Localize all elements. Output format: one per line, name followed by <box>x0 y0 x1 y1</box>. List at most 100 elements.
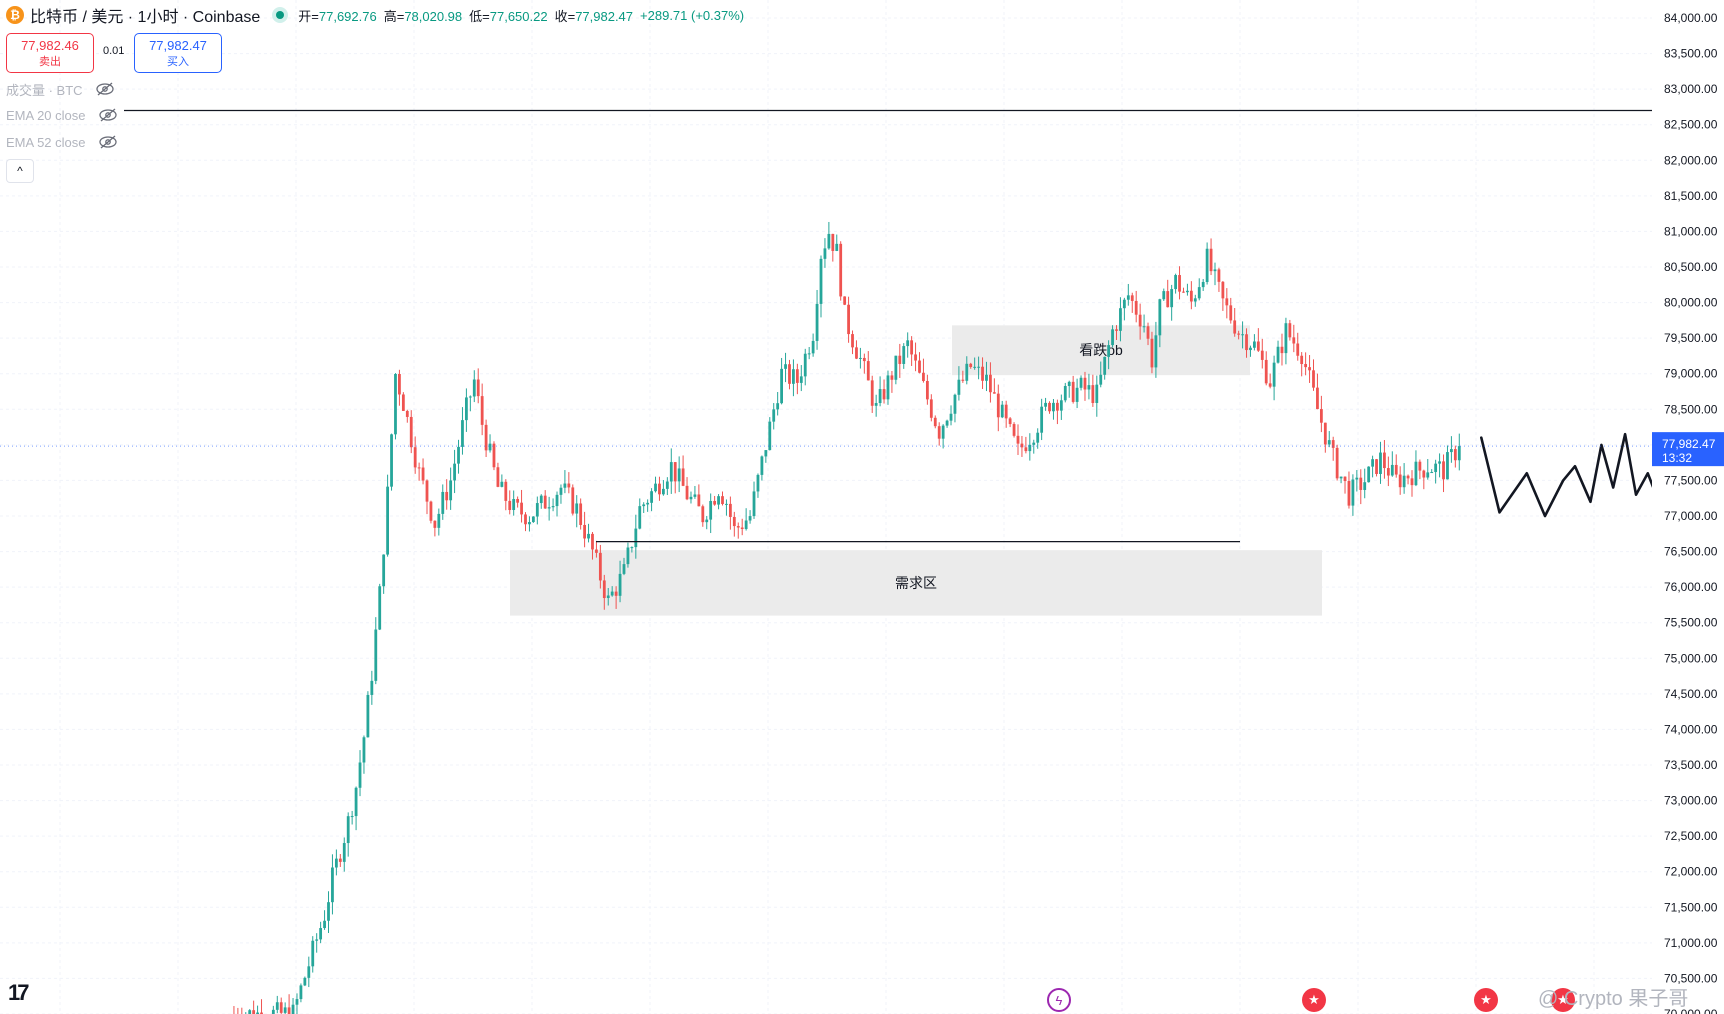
current-price-marker <box>1652 432 1724 467</box>
candle-body <box>382 554 386 587</box>
us-flag-icon[interactable]: ★ <box>1474 988 1498 1012</box>
tradingview-logo[interactable]: 17 <box>8 980 30 1005</box>
candle-body <box>1150 338 1154 368</box>
candle-body <box>933 417 937 427</box>
us-flag-icon[interactable]: ★ <box>1551 988 1575 1012</box>
candle-body <box>1457 446 1461 461</box>
candle-body <box>476 379 480 397</box>
price-tick-label: 74,500.00 <box>1664 687 1718 701</box>
us-flag-icon[interactable]: ★ <box>1302 988 1326 1012</box>
bitcoin-icon: ₿ <box>6 6 24 24</box>
candle-body <box>1446 452 1449 480</box>
candle-body <box>910 340 914 355</box>
candle-body <box>386 486 389 555</box>
candle-body <box>1178 275 1181 292</box>
candle-body <box>764 450 768 457</box>
candle-body <box>768 421 772 451</box>
candle-body <box>1292 337 1296 344</box>
candle-body <box>1130 295 1134 301</box>
candle-body <box>1056 402 1059 411</box>
candle-body <box>275 1002 279 1010</box>
candle-body <box>394 373 397 435</box>
price-tick-label: 80,500.00 <box>1664 260 1718 274</box>
candle-body <box>1398 474 1402 488</box>
candle-body <box>567 483 571 488</box>
candle-body <box>1450 449 1453 453</box>
grid-lines <box>0 0 1652 1014</box>
candle-body <box>922 372 925 381</box>
candle-body <box>366 694 370 738</box>
chevron-up-icon: ^ <box>17 164 23 178</box>
eye-hidden-icon[interactable] <box>98 135 118 149</box>
candle-body <box>327 902 330 921</box>
candlestick-series[interactable] <box>233 221 1461 1014</box>
price-axis[interactable]: 84,000.00 83,500.00 83,000.00 82,500.00 82,0… <box>1652 0 1724 1014</box>
candle-body <box>484 424 488 451</box>
symbol-title[interactable]: 比特币 / 美元 · 1小时 · Coinbase <box>30 9 261 26</box>
candle-body <box>1347 481 1351 506</box>
candle-body <box>1438 461 1441 464</box>
market-status-icon[interactable] <box>272 7 289 23</box>
candle-body <box>1371 459 1374 467</box>
candle-body <box>1237 333 1241 335</box>
lightning-icon[interactable]: ϟ <box>1047 988 1071 1012</box>
buy-button[interactable]: 77,982.47 买入 <box>134 33 222 73</box>
candle-body <box>713 500 717 505</box>
candle-body <box>409 416 413 448</box>
candle-body <box>1138 314 1142 327</box>
candle-body <box>378 586 382 630</box>
candle-body <box>843 296 847 305</box>
candle-body <box>1233 320 1237 334</box>
current-price-label: 77,982.47 <box>1662 437 1716 451</box>
candle-body <box>941 425 945 439</box>
candle-body <box>1453 449 1457 461</box>
sell-button[interactable]: 77,982.46 卖出 <box>6 33 94 73</box>
candle-body <box>425 480 429 502</box>
candle-body <box>918 360 921 373</box>
candle-body <box>803 353 807 377</box>
candle-body <box>543 495 547 509</box>
indicator-ema20[interactable]: EMA 20 close <box>6 105 118 125</box>
price-tick-label: 82,000.00 <box>1664 153 1718 167</box>
candle-body <box>1142 326 1146 328</box>
indicator-ema52[interactable]: EMA 52 close <box>6 132 118 152</box>
indicator-volume[interactable]: 成交量 · BTC <box>6 79 115 99</box>
candle-body <box>638 506 642 529</box>
candle-body <box>740 527 744 530</box>
candle-body <box>299 985 303 1000</box>
candle-body <box>1264 359 1268 384</box>
candle-body <box>1434 463 1438 473</box>
candle-body <box>595 549 598 553</box>
candle-body <box>1319 409 1323 423</box>
candle-body <box>977 366 980 368</box>
eye-hidden-icon[interactable] <box>95 82 115 96</box>
candle-body <box>405 410 409 417</box>
eye-hidden-icon[interactable] <box>98 108 118 122</box>
candle-body <box>252 1010 256 1014</box>
candle-body <box>1300 355 1304 365</box>
candle-body <box>1071 381 1075 402</box>
candle-body <box>524 514 527 525</box>
candle-body <box>488 443 492 451</box>
candle-body <box>1020 443 1024 448</box>
candle-body <box>1402 475 1406 488</box>
collapse-legend-button[interactable]: ^ <box>6 159 34 183</box>
candle-body <box>1276 346 1280 363</box>
candle-body <box>855 347 858 359</box>
candle-body <box>453 463 456 481</box>
candle-body <box>559 487 563 495</box>
candle-body <box>776 403 780 410</box>
buy-price: 77,982.47 <box>149 37 207 53</box>
candle-body <box>1316 387 1319 410</box>
candle-body <box>646 502 650 505</box>
candle-body <box>890 375 894 380</box>
candle-body <box>1162 291 1166 300</box>
candle-body <box>677 468 681 482</box>
candle-body <box>965 363 969 381</box>
low-label: 低= <box>469 8 490 24</box>
candle-body <box>981 366 984 381</box>
candle-body <box>413 447 417 468</box>
candle-body <box>945 420 949 426</box>
price-tick-label: 79,000.00 <box>1664 367 1718 381</box>
